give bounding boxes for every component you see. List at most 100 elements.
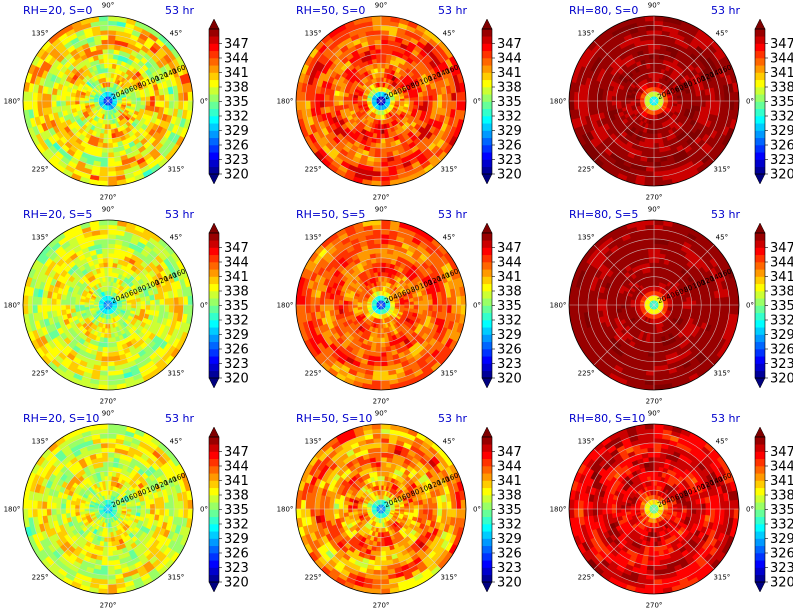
field-cell — [352, 301, 358, 306]
polar-panel: 204060801001201401600°45°90°135°180°225°… — [4, 206, 249, 406]
field-cell — [380, 58, 387, 64]
field-cell — [46, 100, 52, 109]
polar-panel: 204060801001201401600°45°90°135°180°225°… — [277, 2, 522, 202]
field-cell — [140, 304, 147, 310]
field-cell — [427, 304, 434, 312]
field-cell — [107, 370, 117, 377]
colorbar-tick-label: 320 — [497, 168, 522, 183]
field-cell — [104, 332, 109, 339]
field-cell — [592, 100, 598, 109]
field-cell — [714, 93, 721, 102]
field-cell — [121, 100, 128, 104]
field-cell — [380, 262, 387, 268]
colorbar-extend-min — [208, 377, 220, 389]
field-cell — [105, 323, 109, 329]
colorbar-band — [209, 356, 219, 364]
field-cell — [107, 142, 114, 149]
colorbar-tick-label: 326 — [770, 139, 793, 154]
field-cell — [60, 299, 67, 306]
field-cell — [672, 100, 678, 104]
field-cell — [653, 25, 663, 31]
field-cell — [328, 94, 335, 102]
field-cell — [100, 39, 109, 45]
field-cell — [84, 98, 90, 102]
field-cell — [342, 100, 349, 106]
field-cell — [74, 301, 81, 306]
colorbar-tick-label: 344 — [224, 256, 249, 271]
field-cell — [653, 152, 661, 158]
colorbar-tick-label: 341 — [770, 66, 793, 81]
polar-frame — [568, 15, 740, 187]
colorbar-tick-label: 347 — [224, 241, 249, 256]
field-cell — [451, 100, 457, 110]
field-cell — [107, 281, 111, 287]
angular-gridline — [47, 100, 109, 162]
field-cell — [653, 39, 662, 45]
field-cell — [620, 97, 627, 102]
colorbar-band — [209, 123, 219, 131]
field-cell — [178, 304, 184, 314]
colorbar-band — [482, 123, 492, 131]
field-cell — [378, 119, 382, 125]
field-cell — [719, 92, 726, 102]
field-cell — [32, 92, 38, 102]
field-cell — [380, 281, 384, 287]
field-cell — [375, 138, 382, 144]
field-cell — [342, 96, 349, 102]
field-cell — [373, 39, 382, 45]
radial-tick-label: 80 — [137, 284, 148, 295]
field-cell — [324, 100, 330, 108]
field-cell — [41, 297, 48, 306]
field-cell — [380, 29, 390, 36]
field-cell — [182, 304, 189, 315]
angle-tick-label: 45° — [170, 30, 182, 38]
field-cell — [646, 39, 655, 45]
field-cell — [46, 297, 52, 306]
field-cell — [107, 252, 115, 259]
colorbar-band — [209, 65, 219, 73]
field-cell — [728, 100, 735, 111]
angular-gridline — [653, 40, 715, 102]
angular-gridline — [107, 40, 169, 102]
field-cell — [36, 304, 43, 314]
panel-title: RH=80, S=0 — [569, 4, 638, 17]
field-cell — [380, 44, 388, 50]
field-cell — [101, 248, 109, 254]
field-cell — [314, 93, 321, 102]
field-cell — [88, 302, 95, 306]
field-cell — [100, 365, 109, 372]
field-cell — [587, 100, 594, 109]
field-cell — [107, 262, 114, 268]
radial-tick-label: 60 — [128, 287, 139, 298]
colorbar-tick-label: 329 — [770, 124, 793, 139]
field-cell — [380, 166, 390, 173]
angle-tick-label: 90° — [102, 206, 114, 214]
field-cell — [380, 34, 389, 41]
field-cell — [60, 100, 67, 107]
field-cell — [733, 100, 739, 111]
radial-tick-label: 40 — [119, 291, 130, 302]
colorbar-band — [755, 65, 765, 73]
angle-tick-label: 180° — [277, 98, 294, 106]
field-cell — [55, 304, 62, 312]
angular-gridline — [320, 100, 382, 162]
field-cell — [573, 91, 580, 102]
colorbar-band — [209, 305, 219, 314]
field-cell — [100, 34, 109, 41]
field-cell — [46, 93, 52, 102]
field-cell — [319, 93, 325, 102]
field-cell — [375, 257, 382, 264]
field-cell — [650, 124, 655, 130]
field-cell — [101, 356, 109, 362]
field-cell — [380, 271, 385, 278]
field-cell — [441, 93, 448, 102]
angle-tick-label: 180° — [4, 302, 21, 310]
panel-title: RH=20, S=0 — [23, 4, 92, 17]
field-cell — [645, 29, 655, 36]
field-cell — [107, 67, 112, 74]
colorbar-band — [209, 312, 219, 321]
field-cell — [107, 166, 117, 173]
field-cell — [373, 157, 382, 163]
field-cell — [101, 252, 109, 259]
field-cell — [55, 100, 62, 108]
